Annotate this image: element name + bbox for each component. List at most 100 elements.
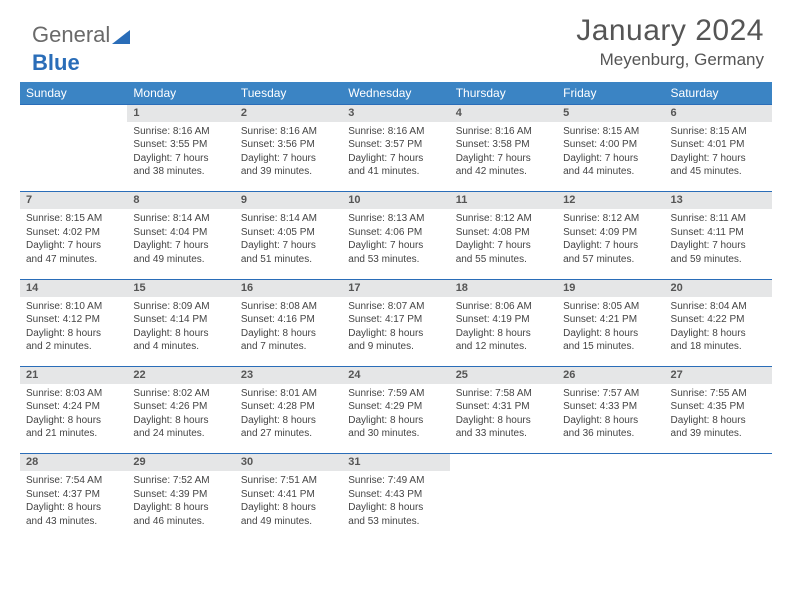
daylight-text-1: Daylight: 8 hours xyxy=(133,501,228,515)
sunrise-text: Sunrise: 8:01 AM xyxy=(241,387,336,401)
day-number: 27 xyxy=(665,367,772,384)
day-number: 12 xyxy=(557,192,664,209)
daylight-text-1: Daylight: 8 hours xyxy=(26,327,121,341)
sunset-text: Sunset: 4:05 PM xyxy=(241,226,336,240)
daylight-text-2: and 44 minutes. xyxy=(563,165,658,179)
daylight-text-1: Daylight: 7 hours xyxy=(133,239,228,253)
sunset-text: Sunset: 4:14 PM xyxy=(133,313,228,327)
sunrise-text: Sunrise: 8:07 AM xyxy=(348,300,443,314)
sunset-text: Sunset: 4:29 PM xyxy=(348,400,443,414)
daylight-text-1: Daylight: 8 hours xyxy=(563,327,658,341)
day-cell: Sunrise: 7:49 AMSunset: 4:43 PMDaylight:… xyxy=(342,471,449,541)
sunrise-text: Sunrise: 8:12 AM xyxy=(456,212,551,226)
sunrise-text: Sunrise: 7:51 AM xyxy=(241,474,336,488)
day-header: Sunday xyxy=(20,82,127,105)
day-cell: Sunrise: 8:06 AMSunset: 4:19 PMDaylight:… xyxy=(450,297,557,367)
day-number: 10 xyxy=(342,192,449,209)
day-number: 20 xyxy=(665,279,772,296)
sunrise-text: Sunrise: 8:04 AM xyxy=(671,300,766,314)
day-number xyxy=(20,105,127,122)
sunset-text: Sunset: 4:43 PM xyxy=(348,488,443,502)
sunrise-text: Sunrise: 8:02 AM xyxy=(133,387,228,401)
day-cell xyxy=(557,471,664,541)
daylight-text-2: and 30 minutes. xyxy=(348,427,443,441)
day-number: 31 xyxy=(342,454,449,471)
calendar-body: 123456Sunrise: 8:16 AMSunset: 3:55 PMDay… xyxy=(20,105,772,542)
day-number: 22 xyxy=(127,367,234,384)
logo: General Blue xyxy=(32,22,130,76)
sunset-text: Sunset: 4:04 PM xyxy=(133,226,228,240)
daynum-row: 123456 xyxy=(20,105,772,122)
day-number: 23 xyxy=(235,367,342,384)
daylight-text-2: and 39 minutes. xyxy=(671,427,766,441)
sunset-text: Sunset: 4:28 PM xyxy=(241,400,336,414)
daylight-text-2: and 49 minutes. xyxy=(241,515,336,529)
sunrise-text: Sunrise: 8:05 AM xyxy=(563,300,658,314)
daylight-text-2: and 12 minutes. xyxy=(456,340,551,354)
sunrise-text: Sunrise: 8:16 AM xyxy=(133,125,228,139)
sunrise-text: Sunrise: 7:59 AM xyxy=(348,387,443,401)
daylight-text-2: and 53 minutes. xyxy=(348,253,443,267)
day-number: 6 xyxy=(665,105,772,122)
content-row: Sunrise: 7:54 AMSunset: 4:37 PMDaylight:… xyxy=(20,471,772,541)
day-cell: Sunrise: 7:55 AMSunset: 4:35 PMDaylight:… xyxy=(665,384,772,454)
daylight-text-2: and 24 minutes. xyxy=(133,427,228,441)
day-cell: Sunrise: 8:15 AMSunset: 4:02 PMDaylight:… xyxy=(20,209,127,279)
sunset-text: Sunset: 4:01 PM xyxy=(671,138,766,152)
sunset-text: Sunset: 3:57 PM xyxy=(348,138,443,152)
sunset-text: Sunset: 4:37 PM xyxy=(26,488,121,502)
day-number: 30 xyxy=(235,454,342,471)
day-cell: Sunrise: 7:52 AMSunset: 4:39 PMDaylight:… xyxy=(127,471,234,541)
sunset-text: Sunset: 3:58 PM xyxy=(456,138,551,152)
day-header: Saturday xyxy=(665,82,772,105)
day-cell: Sunrise: 8:13 AMSunset: 4:06 PMDaylight:… xyxy=(342,209,449,279)
daylight-text-1: Daylight: 8 hours xyxy=(133,414,228,428)
day-cell: Sunrise: 8:16 AMSunset: 3:55 PMDaylight:… xyxy=(127,122,234,192)
sunset-text: Sunset: 4:31 PM xyxy=(456,400,551,414)
sunset-text: Sunset: 4:06 PM xyxy=(348,226,443,240)
day-cell xyxy=(665,471,772,541)
day-cell: Sunrise: 7:54 AMSunset: 4:37 PMDaylight:… xyxy=(20,471,127,541)
day-number: 15 xyxy=(127,279,234,296)
daylight-text-2: and 38 minutes. xyxy=(133,165,228,179)
day-number: 24 xyxy=(342,367,449,384)
daylight-text-1: Daylight: 7 hours xyxy=(348,239,443,253)
day-number: 4 xyxy=(450,105,557,122)
daylight-text-1: Daylight: 7 hours xyxy=(563,239,658,253)
day-cell: Sunrise: 8:12 AMSunset: 4:08 PMDaylight:… xyxy=(450,209,557,279)
day-number xyxy=(557,454,664,471)
daylight-text-1: Daylight: 8 hours xyxy=(671,327,766,341)
day-number: 8 xyxy=(127,192,234,209)
sunset-text: Sunset: 4:11 PM xyxy=(671,226,766,240)
sunrise-text: Sunrise: 8:14 AM xyxy=(133,212,228,226)
daylight-text-1: Daylight: 8 hours xyxy=(26,414,121,428)
day-cell: Sunrise: 7:57 AMSunset: 4:33 PMDaylight:… xyxy=(557,384,664,454)
sunset-text: Sunset: 4:08 PM xyxy=(456,226,551,240)
daylight-text-2: and 47 minutes. xyxy=(26,253,121,267)
daynum-row: 21222324252627 xyxy=(20,367,772,384)
daylight-text-2: and 43 minutes. xyxy=(26,515,121,529)
daylight-text-1: Daylight: 8 hours xyxy=(348,327,443,341)
day-cell: Sunrise: 8:11 AMSunset: 4:11 PMDaylight:… xyxy=(665,209,772,279)
day-number: 17 xyxy=(342,279,449,296)
daylight-text-2: and 53 minutes. xyxy=(348,515,443,529)
day-number: 28 xyxy=(20,454,127,471)
logo-text-2: Blue xyxy=(32,50,80,75)
daylight-text-1: Daylight: 8 hours xyxy=(348,414,443,428)
daylight-text-1: Daylight: 7 hours xyxy=(26,239,121,253)
sunset-text: Sunset: 3:56 PM xyxy=(241,138,336,152)
day-cell: Sunrise: 8:10 AMSunset: 4:12 PMDaylight:… xyxy=(20,297,127,367)
day-number: 18 xyxy=(450,279,557,296)
daylight-text-1: Daylight: 7 hours xyxy=(563,152,658,166)
day-number: 7 xyxy=(20,192,127,209)
daylight-text-1: Daylight: 7 hours xyxy=(671,152,766,166)
daylight-text-1: Daylight: 7 hours xyxy=(241,152,336,166)
daynum-row: 78910111213 xyxy=(20,192,772,209)
daylight-text-2: and 36 minutes. xyxy=(563,427,658,441)
day-number: 5 xyxy=(557,105,664,122)
sunrise-text: Sunrise: 7:52 AM xyxy=(133,474,228,488)
daylight-text-2: and 59 minutes. xyxy=(671,253,766,267)
sunrise-text: Sunrise: 8:15 AM xyxy=(671,125,766,139)
daylight-text-1: Daylight: 8 hours xyxy=(26,501,121,515)
day-cell: Sunrise: 8:16 AMSunset: 3:58 PMDaylight:… xyxy=(450,122,557,192)
